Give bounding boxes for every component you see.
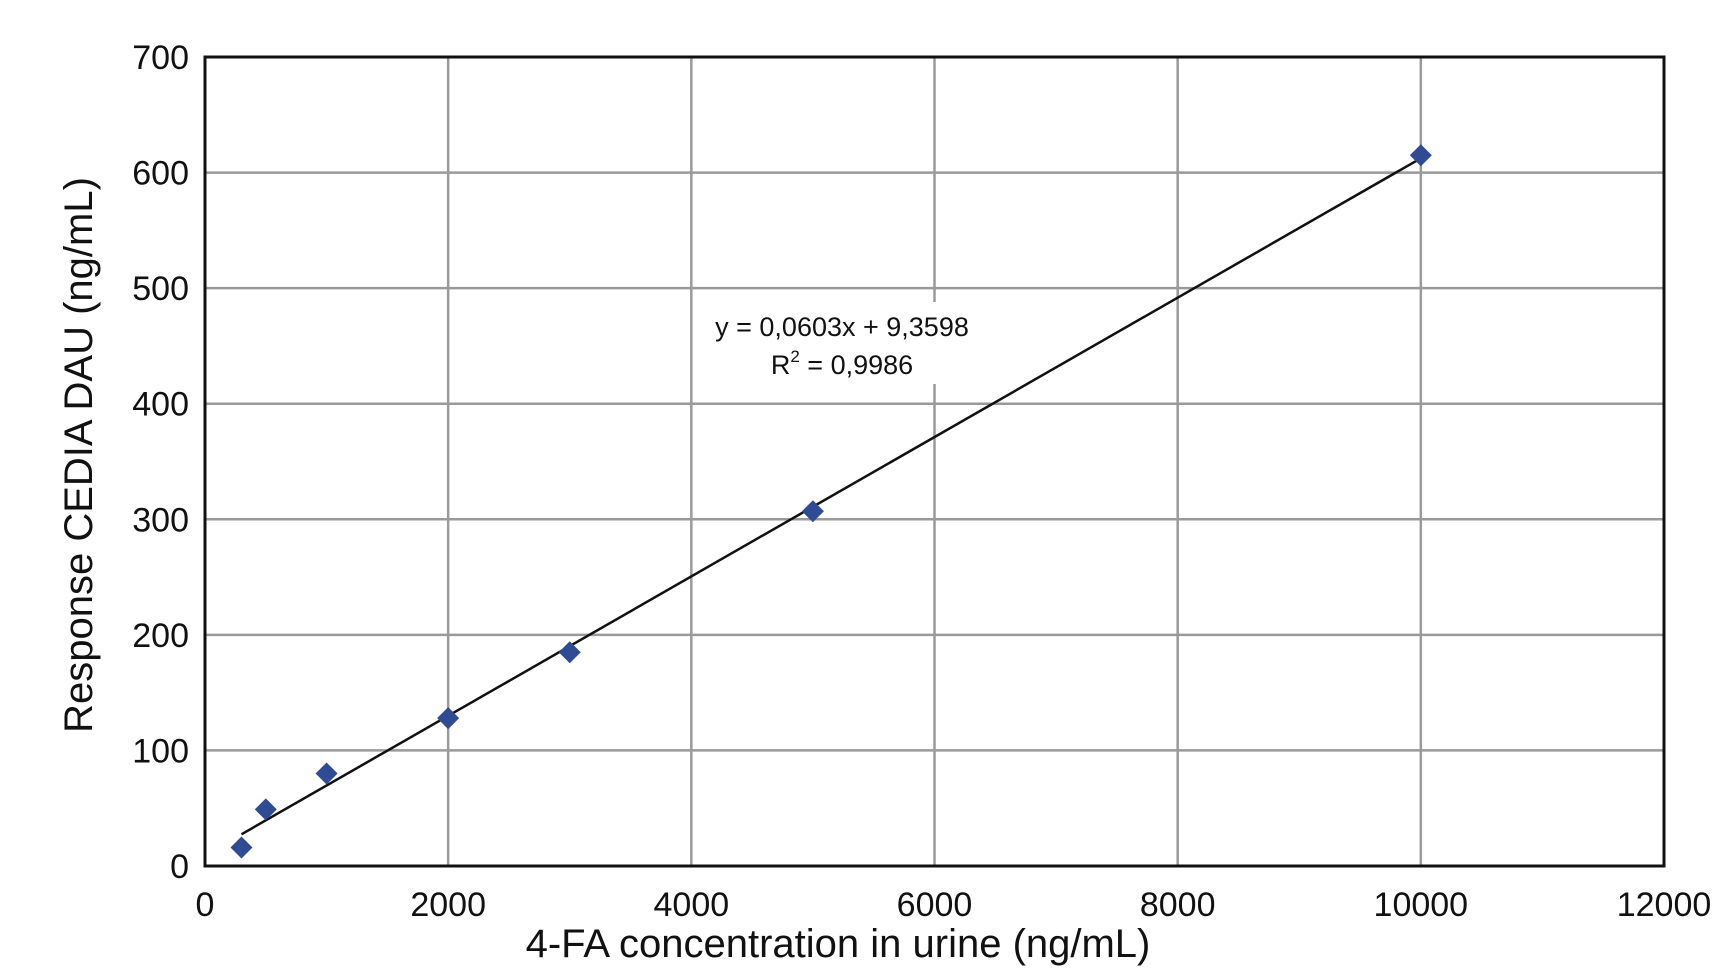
data-point-diamond — [230, 836, 253, 859]
equation-label-background — [712, 302, 972, 384]
y-tick-label: 300 — [132, 501, 189, 539]
y-tick-label: 700 — [132, 39, 189, 77]
x-tick-label: 6000 — [897, 886, 973, 924]
gridlines — [205, 57, 1664, 866]
y-tick-label: 200 — [132, 617, 189, 655]
x-tick-label: 0 — [196, 886, 215, 924]
y-tick-label: 500 — [132, 270, 189, 308]
y-axis-ticks: 0 100 200 300 400 500 600 700 — [132, 39, 189, 886]
data-point-diamond — [558, 641, 581, 664]
x-axis-ticks: 0 2000 4000 6000 8000 10000 12000 — [196, 886, 1712, 924]
x-tick-label: 10000 — [1374, 886, 1469, 924]
y-axis-title: Response CEDIA DAU (ng/mL) — [57, 177, 101, 733]
x-tick-label: 4000 — [654, 886, 730, 924]
x-axis-title: 4-FA concentration in urine (ng/mL) — [526, 922, 1151, 966]
trendline — [240, 157, 1422, 836]
data-point-diamond — [1409, 144, 1432, 167]
data-point-diamond — [254, 798, 277, 821]
data-points — [230, 144, 1432, 859]
y-tick-label: 600 — [132, 155, 189, 193]
x-tick-label: 2000 — [410, 886, 486, 924]
trendline-equation: y = 0,0603x + 9,3598 — [715, 312, 969, 342]
data-point-diamond — [437, 707, 460, 730]
data-point-diamond — [315, 762, 338, 785]
x-tick-label: 12000 — [1617, 886, 1712, 924]
r-squared-label: R2 = 0,9986 — [771, 347, 913, 380]
y-tick-label: 100 — [132, 732, 189, 770]
trendline-group — [240, 157, 1422, 836]
x-tick-label: 8000 — [1140, 886, 1216, 924]
y-tick-label: 400 — [132, 386, 189, 424]
data-point-diamond — [801, 500, 824, 523]
plot-area-frame — [203, 55, 1666, 868]
y-tick-label: 0 — [170, 848, 189, 886]
